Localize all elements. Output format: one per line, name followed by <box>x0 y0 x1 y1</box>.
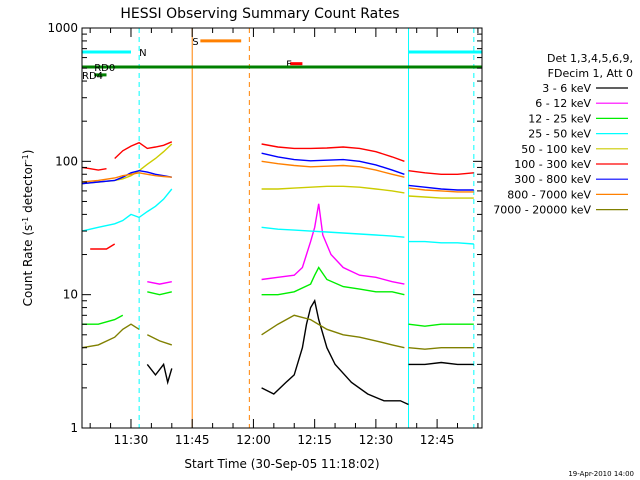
series-line-100-300-kev-4 <box>261 143 405 162</box>
series-line-300-800-kev-2 <box>261 152 405 175</box>
chart-title: HESSI Observing Summary Count Rates <box>120 6 399 22</box>
series-line-800-7000-kev-3 <box>408 187 474 193</box>
series-line-800-7000-kev-1 <box>81 172 172 183</box>
series-line-100-300-kev-2 <box>90 243 116 250</box>
legend-label-50-100-kev: 50 - 100 keV <box>521 143 591 156</box>
series-line-3-6-kev-3 <box>408 361 474 366</box>
series-line-50-100-kev-3 <box>408 195 474 199</box>
x-tick-label-1245: 12:45 <box>420 433 455 447</box>
series-line-12-25-kev-1 <box>82 314 124 325</box>
y-tick-label-1: 1 <box>70 421 78 435</box>
series-line-6-12-kev-1 <box>147 281 172 285</box>
x-axis-label: Start Time (30-Sep-05 11:18:02) <box>184 457 379 471</box>
series-line-25-50-kev-2 <box>261 226 405 238</box>
x-tick-label-1130: 11:30 <box>114 433 149 447</box>
series-line-100-300-kev-5 <box>408 170 474 176</box>
series-line-800-7000-kev-2 <box>261 160 405 178</box>
series-line-6-12-kev-2 <box>261 203 405 285</box>
series-line-7000-20000-kev-3 <box>261 314 405 349</box>
series-line-12-25-kev-4 <box>408 323 474 327</box>
series-line-100-300-kev-3 <box>114 141 173 160</box>
y-tick-label-10: 10 <box>63 288 78 302</box>
y-tick-label-100: 100 <box>55 154 78 168</box>
series-line-7000-20000-kev-1 <box>81 323 140 349</box>
series-line-300-800-kev-3 <box>408 184 474 191</box>
legend-header-line-1: Det 1,3,4,5,6,9, <box>547 52 633 65</box>
series-line-12-25-kev-3 <box>261 266 405 296</box>
annotation-label-s: S <box>192 37 198 48</box>
annotation-label-rd4: RD4 <box>82 71 103 82</box>
x-tick-label-1215: 12:15 <box>297 433 332 447</box>
legend-label-6-12-kev: 6 - 12 keV <box>535 97 591 110</box>
series-line-12-25-kev-2 <box>147 291 172 296</box>
footer-timestamp: 19-Apr-2010 14:00 <box>568 470 634 478</box>
legend: Det 1,3,4,5,6,9, FDecim 1, Att 0 3 - 6 k… <box>493 52 633 217</box>
legend-label-3-6-kev: 3 - 6 keV <box>542 82 591 95</box>
annotation-label-f: F <box>286 60 292 71</box>
plot-frame <box>81 27 483 429</box>
legend-label-12-25-kev: 12 - 25 keV <box>528 112 591 125</box>
y-tick-label-1000: 1000 <box>47 21 78 35</box>
legend-label-7000-20000-kev: 7000 - 20000 keV <box>493 204 591 217</box>
series-line-7000-20000-kev-2 <box>146 334 173 346</box>
series-line-7000-20000-kev-4 <box>408 347 474 350</box>
series-line-25-50-kev-3 <box>408 240 474 245</box>
legend-label-25-50-kev: 25 - 50 keV <box>528 128 591 141</box>
x-tick-label-1230: 12:30 <box>359 433 394 447</box>
y-axis-label: Count Rate (s-1 detector-1) <box>21 150 36 307</box>
legend-label-100-300-kev: 100 - 300 keV <box>514 158 591 171</box>
x-tick-label-1145: 11:45 <box>175 433 210 447</box>
legend-label-300-800-kev: 300 - 800 keV <box>514 173 591 186</box>
series-line-3-6-kev-2 <box>261 298 409 406</box>
series-line-300-800-kev-1 <box>81 169 172 185</box>
annotation-label-n: N <box>139 48 146 59</box>
axes: 1 10 100 1000 11:30 11:45 12:00 12:15 12:30 12:45 <box>47 21 482 447</box>
legend-label-800-7000-kev: 800 - 7000 keV <box>507 188 591 201</box>
series-line-25-50-kev-1 <box>81 188 173 232</box>
series-line-50-100-kev-2 <box>261 185 405 194</box>
legend-header-line-2: FDecim 1, Att 0 <box>548 67 633 80</box>
series-line-100-300-kev-1 <box>81 166 107 171</box>
x-tick-label-1200: 12:00 <box>236 433 271 447</box>
series-line-3-6-kev-1 <box>146 362 173 386</box>
annotation-label-rd0: RD0 <box>94 63 115 74</box>
